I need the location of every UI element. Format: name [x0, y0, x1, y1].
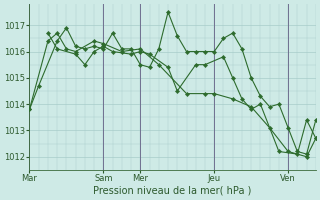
X-axis label: Pression niveau de la mer( hPa ): Pression niveau de la mer( hPa ) [93, 186, 252, 196]
